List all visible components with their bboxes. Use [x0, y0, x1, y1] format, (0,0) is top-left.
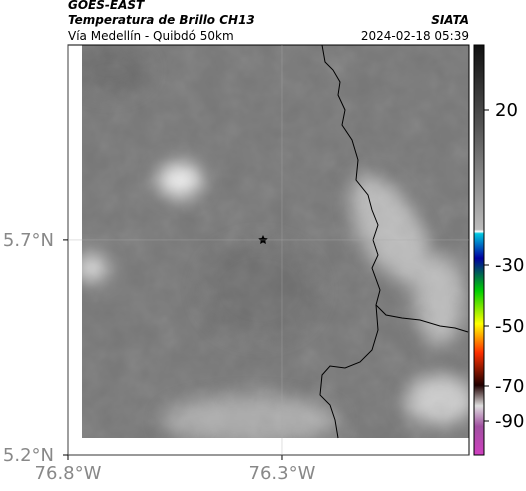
- colorbar-label: -90: [495, 411, 524, 432]
- x-tick-label: 76.3°W: [249, 463, 316, 484]
- border: [321, 44, 469, 333]
- subtitle: Temperatura de Brillo CH13: [68, 13, 255, 27]
- colorbar-label: -30: [495, 255, 524, 276]
- y-tick-label: 5.7°N: [3, 230, 54, 251]
- title: GOES-EAST: [68, 0, 145, 12]
- colorbar-label: 20: [495, 100, 518, 121]
- colorbar: [473, 44, 485, 456]
- colorbar-label: -70: [495, 376, 524, 397]
- location-marker: [258, 235, 268, 244]
- source: SIATA: [431, 13, 469, 27]
- y-tick-label: 5.2°N: [3, 445, 54, 466]
- x-tick-label: 76.8°W: [35, 463, 102, 484]
- timestamp: 2024-02-18 05:39: [361, 29, 469, 43]
- satellite-image: [82, 45, 469, 438]
- colorbar-label: -50: [495, 316, 524, 337]
- route: Vía Medellín - Quibdó 50km: [68, 29, 234, 43]
- border: [319, 304, 379, 439]
